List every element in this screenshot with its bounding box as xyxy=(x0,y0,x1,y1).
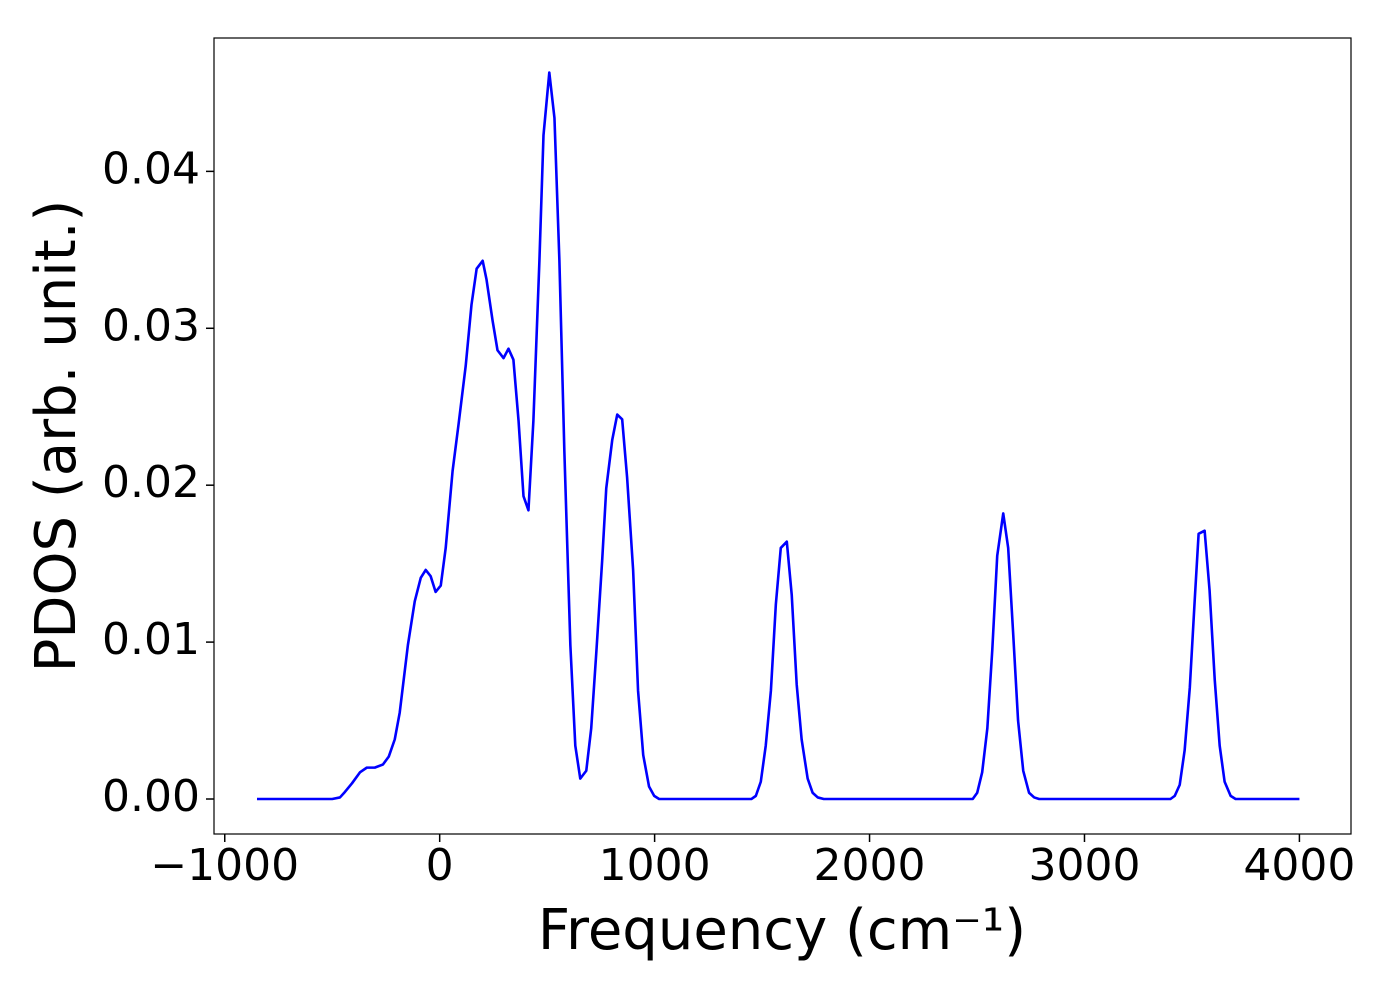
x-tick-label: 0 xyxy=(426,840,454,891)
x-tick-label: 2000 xyxy=(814,840,926,891)
y-tick-label: 0.03 xyxy=(102,300,200,351)
data-line xyxy=(256,71,1300,801)
x-tick-label: 1000 xyxy=(599,840,711,891)
y-tick-label: 0.01 xyxy=(102,614,200,665)
x-tick-label: 4000 xyxy=(1243,840,1355,891)
x-tick-label: −1000 xyxy=(150,840,299,891)
plot-frame xyxy=(213,37,1352,835)
x-axis-label: Frequency (cm⁻¹) xyxy=(538,898,1026,963)
y-tick-label: 0.04 xyxy=(102,143,200,194)
y-axis-label: PDOS (arb. unit.) xyxy=(24,200,89,673)
x-tick-label: 3000 xyxy=(1028,840,1140,891)
y-tick-label: 0.02 xyxy=(102,457,200,508)
y-tick-label: 0.00 xyxy=(102,771,200,822)
